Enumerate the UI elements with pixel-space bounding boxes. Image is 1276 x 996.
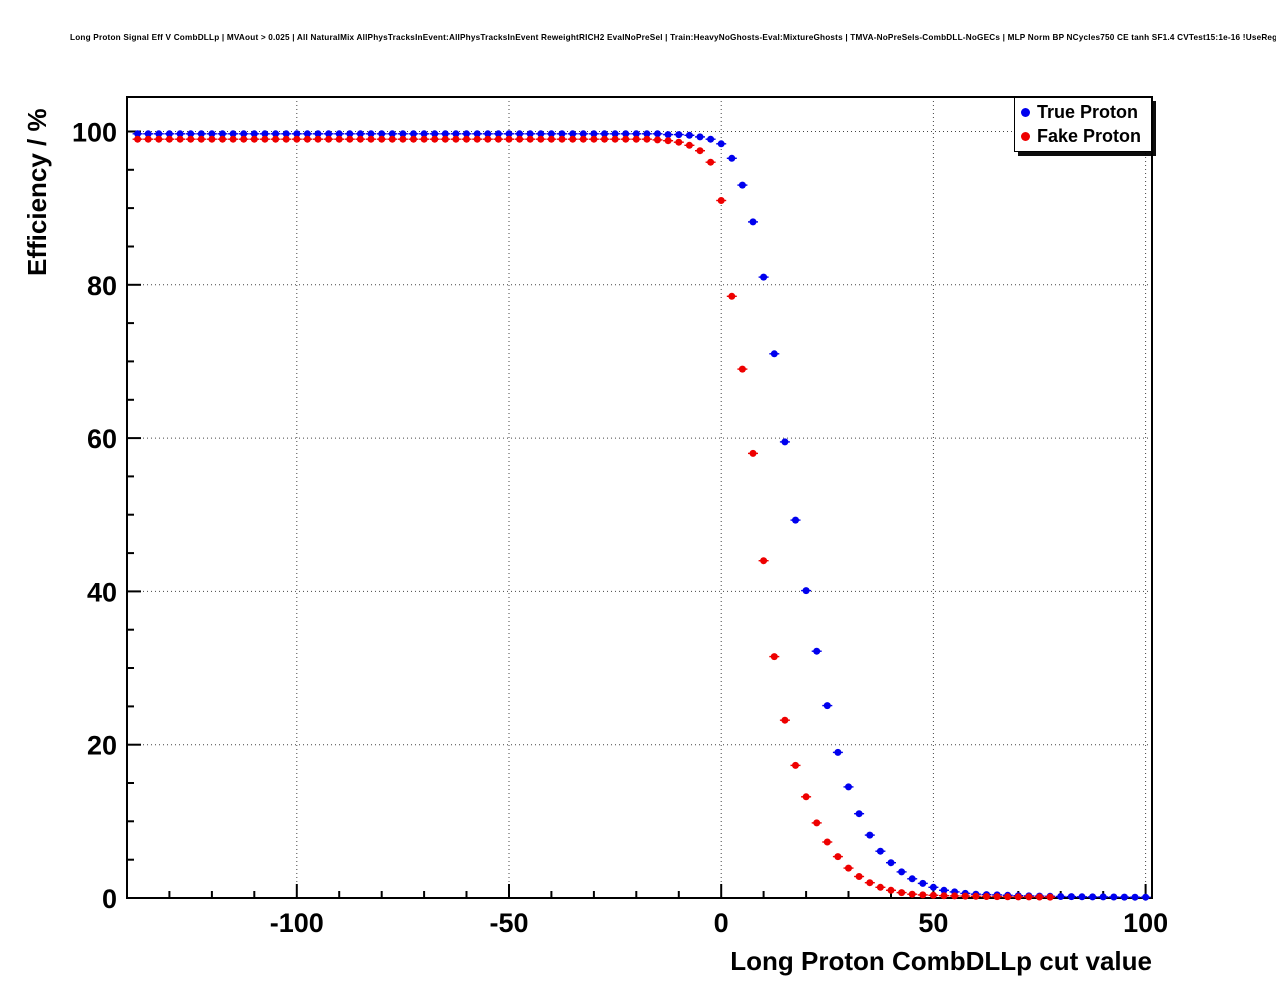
legend-item-fake-proton: Fake Proton bbox=[1020, 124, 1141, 148]
legend-item-true-proton: True Proton bbox=[1020, 100, 1141, 124]
y-axis-title: Efficiency / % bbox=[22, 108, 52, 276]
svg-text:40: 40 bbox=[87, 577, 117, 607]
series-true-proton bbox=[132, 130, 1151, 901]
svg-text:100: 100 bbox=[72, 118, 117, 148]
svg-text:0: 0 bbox=[714, 908, 729, 938]
plot-title: Long Proton Signal Eff V CombDLLp | MVAo… bbox=[70, 33, 1276, 42]
svg-text:20: 20 bbox=[87, 731, 117, 761]
true-proton-marker-icon bbox=[1020, 107, 1030, 117]
legend-label-true-proton: True Proton bbox=[1036, 102, 1138, 122]
legend: True Proton Fake Proton bbox=[1013, 97, 1152, 152]
series-fake-proton bbox=[132, 135, 1056, 901]
x-axis-title: Long Proton CombDLLp cut value bbox=[730, 946, 1152, 976]
fake-proton-marker-icon bbox=[1020, 131, 1030, 141]
svg-text:50: 50 bbox=[918, 908, 948, 938]
svg-text:0: 0 bbox=[102, 884, 117, 914]
svg-text:-50: -50 bbox=[489, 908, 528, 938]
svg-text:80: 80 bbox=[87, 271, 117, 301]
svg-text:60: 60 bbox=[87, 424, 117, 454]
svg-text:100: 100 bbox=[1123, 908, 1168, 938]
legend-label-fake-proton: Fake Proton bbox=[1036, 126, 1141, 146]
svg-text:-100: -100 bbox=[270, 908, 324, 938]
